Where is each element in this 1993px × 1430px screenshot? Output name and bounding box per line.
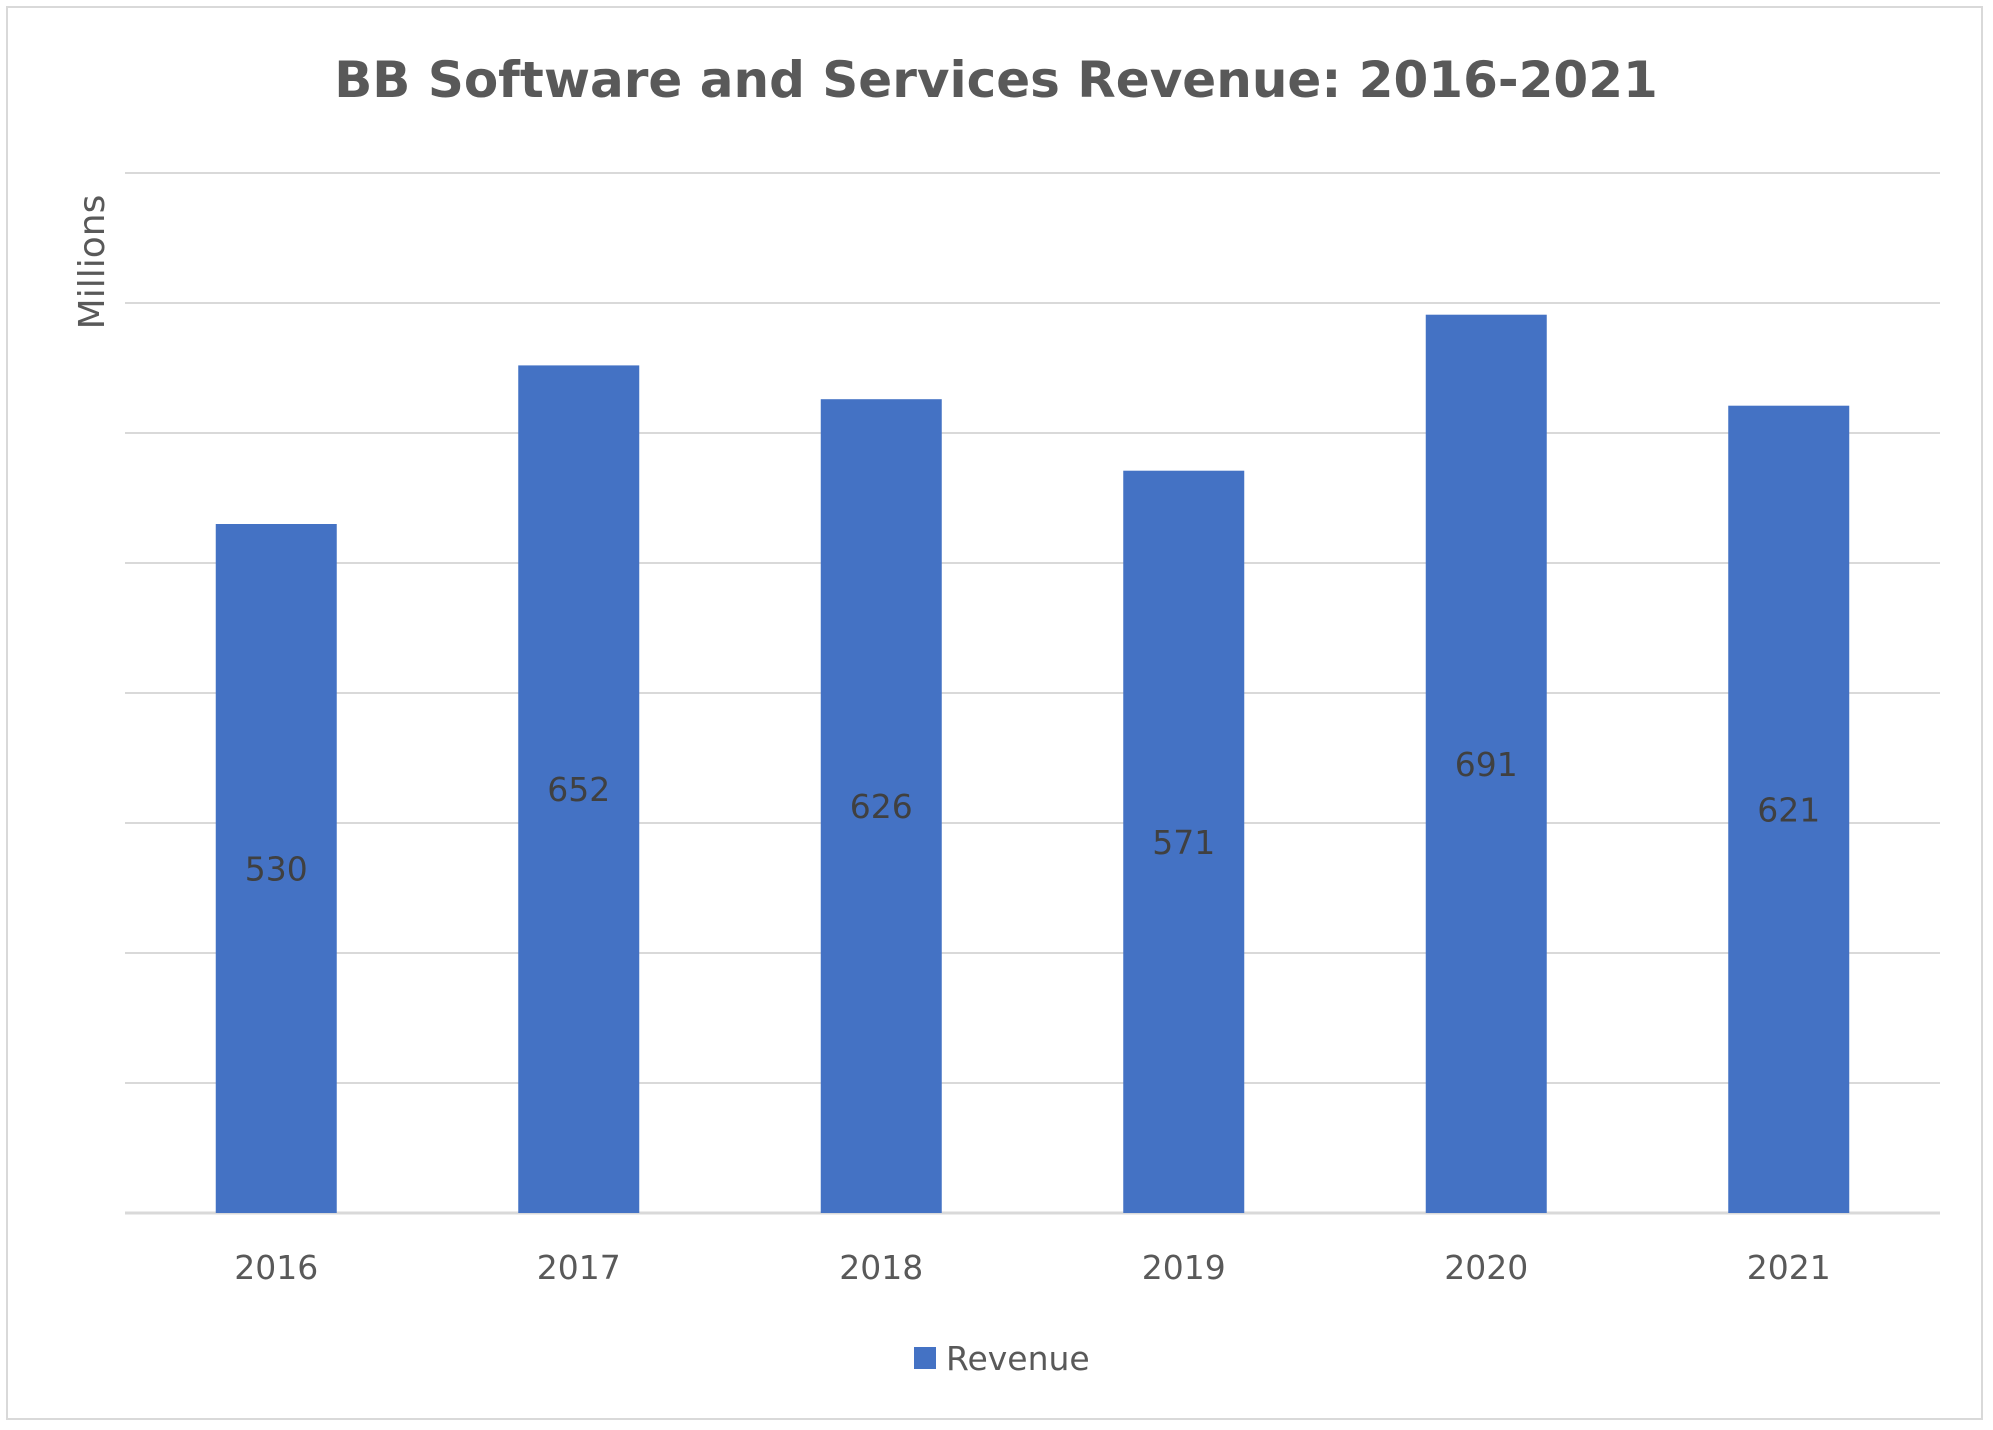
x-tick-label-2021: 2021 [1747,1248,1831,1287]
bar-2017 [518,365,640,1213]
data-label-2017: 652 [547,770,610,809]
x-tick-label-2019: 2019 [1142,1248,1226,1287]
data-label-2018: 626 [850,787,913,826]
gridlines [125,172,1940,1215]
legend: Revenue [914,1339,1090,1378]
bar-2021 [1728,405,1850,1213]
x-tick-label-2016: 2016 [234,1248,318,1287]
chart-title: BB Software and Services Revenue: 2016-2… [334,51,1658,109]
data-labels: 530 652 626 571 691 621 [245,745,1821,889]
data-label-2019: 571 [1152,823,1215,862]
legend-label: Revenue [946,1339,1090,1378]
bar-2016 [215,524,337,1213]
x-axis-ticks: 2016 2017 2018 2019 2020 2021 [234,1248,1830,1287]
y-axis-label: Millions [72,195,113,330]
legend-swatch [914,1347,936,1369]
data-label-2016: 530 [245,850,308,889]
x-tick-label-2020: 2020 [1444,1248,1528,1287]
bars [215,314,1850,1213]
data-label-2020: 691 [1455,745,1518,784]
bar-2019 [1123,470,1245,1213]
bar-2020 [1425,314,1547,1213]
bar-2018 [820,399,942,1213]
x-tick-label-2018: 2018 [839,1248,923,1287]
data-label-2021: 621 [1757,790,1820,829]
x-tick-label-2017: 2017 [537,1248,621,1287]
